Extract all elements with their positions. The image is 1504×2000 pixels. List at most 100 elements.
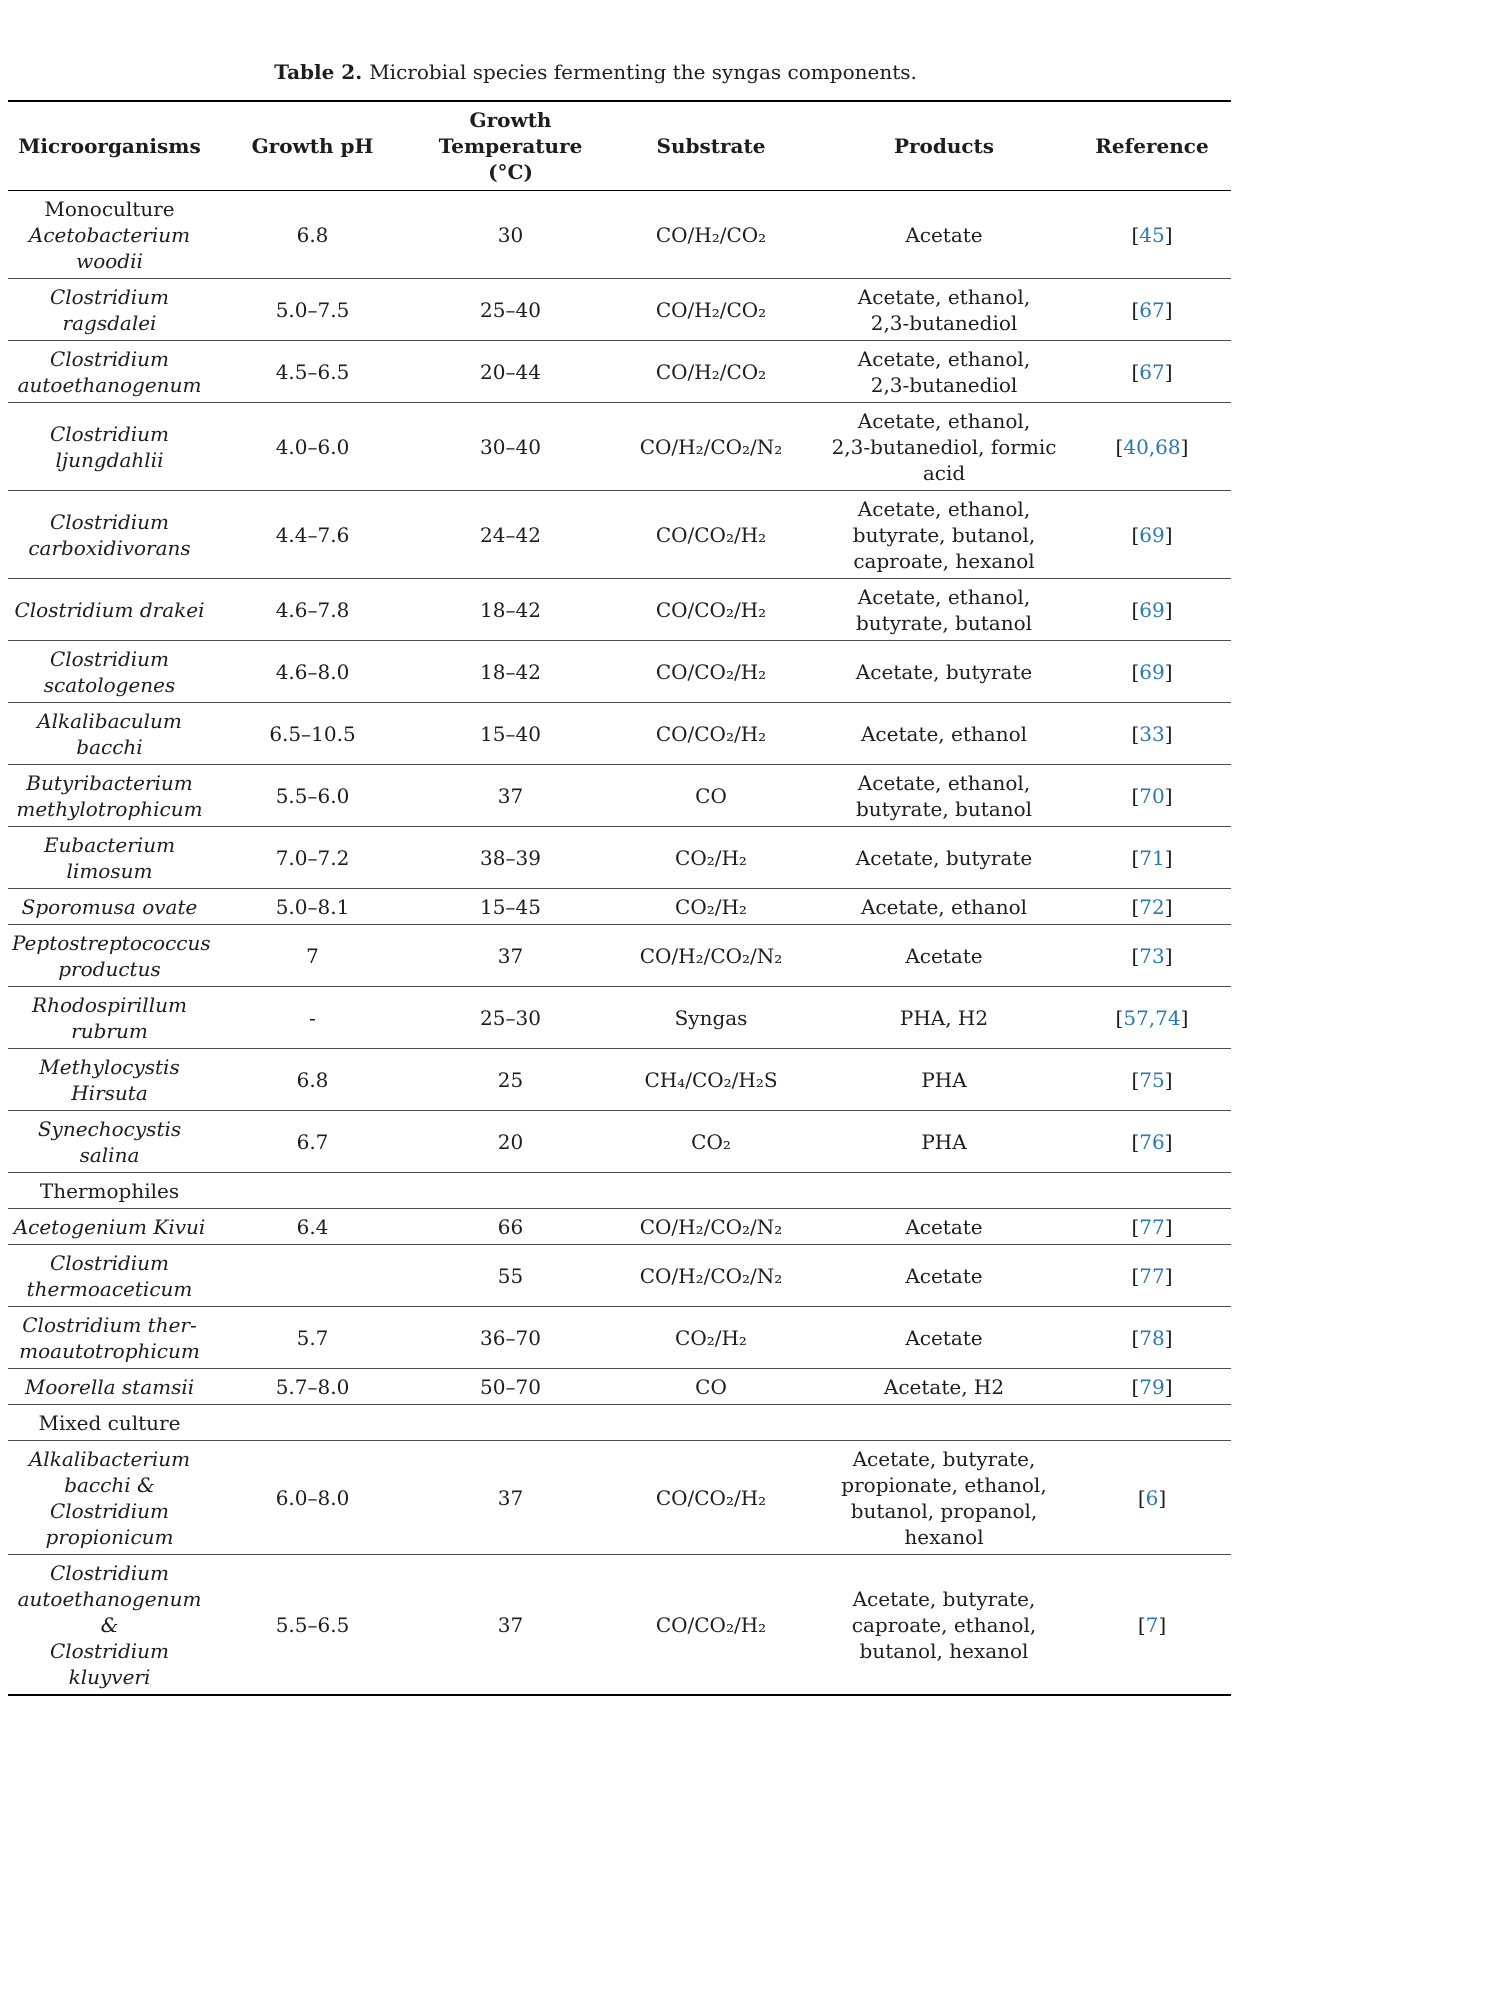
products-value: PHA, H2 [899,1006,989,1030]
reference-citation-link[interactable]: 70 [1139,784,1165,808]
empty-cell [1073,1173,1231,1209]
reference-cell: [45] [1073,191,1231,279]
products-value: Acetate [905,1215,983,1239]
table-row: Synechocystis salina 6.7 20 CO₂ PHA [76] [8,1111,1231,1173]
reference-citation-link[interactable]: 73 [1139,944,1165,968]
products-value: Acetate, ethanol [860,722,1028,746]
growth-temperature-value: 50–70 [480,1375,541,1399]
reference-citation-link[interactable]: 33 [1139,722,1165,746]
reference-citation-link[interactable]: 78 [1139,1326,1165,1350]
reference-cell: [69] [1073,641,1231,703]
reference-bracket-open: [ [1131,944,1140,968]
reference-cell: [75] [1073,1049,1231,1111]
growth-temperature-value: 25 [497,1068,524,1092]
table-row: Monoculture Acetobacterium woodii 6.8 30 CO/… [8,191,1231,279]
organism-name: Synechocystis salina [37,1117,182,1167]
reference-citation-link[interactable]: 40,68 [1123,435,1181,459]
growth-temperature-value: 38–39 [480,846,541,870]
column-header-reference: Reference [1095,134,1209,158]
reference-cell: [69] [1073,491,1231,579]
reference-bracket-close: ] [1158,1613,1167,1637]
products-value: Acetate, ethanol, 2,3-butanediol, formic… [831,409,1057,485]
empty-cell [414,1173,607,1209]
growth-ph-value: 6.7 [296,1130,329,1154]
reference-citation-link[interactable]: 69 [1139,660,1165,684]
organism-cell: Clostridium autoethanogenum [8,341,211,403]
growth-temperature-value: 18–42 [480,598,541,622]
products-value: Acetate, ethanol, butyrate, butanol [855,585,1033,635]
table-caption: Table 2. Microbial species fermenting the… [8,59,1183,85]
substrate-value: CO [695,784,727,808]
reference-citation-link[interactable]: 75 [1139,1068,1165,1092]
growth-ph-value: 6.4 [296,1215,329,1239]
growth-ph-value: 5.7 [296,1326,329,1350]
substrate-value: CO₂/H₂ [675,1326,747,1350]
reference-citation-link[interactable]: 76 [1139,1130,1165,1154]
organism-name: Acetogenium Kivui [13,1215,206,1239]
reference-citation-link[interactable]: 72 [1139,895,1165,919]
reference-citation-link[interactable]: 71 [1139,846,1165,870]
reference-cell: [76] [1073,1111,1231,1173]
reference-bracket-close: ] [1164,1130,1173,1154]
products-value: Acetate, butyrate, caproate, ethanol, bu… [851,1587,1037,1663]
growth-temperature-value: 37 [497,784,524,808]
organism-cell: Monoculture Acetobacterium woodii [8,191,211,279]
growth-ph-value: 6.0–8.0 [275,1486,350,1510]
table-row: Alkalibaculum bacchi 6.5–10.5 15–40 CO/CO₂/… [8,703,1231,765]
reference-citation-link[interactable]: 6 [1145,1486,1159,1510]
organism-name: Clostridium drakei [14,598,205,622]
reference-bracket-open: [ [1131,1215,1140,1239]
reference-citation-link[interactable]: 7 [1145,1613,1159,1637]
reference-cell: [78] [1073,1307,1231,1369]
column-header-substrate: Substrate [656,134,766,158]
reference-cell: [69] [1073,579,1231,641]
column-header-growth-ph: Growth pH [251,134,374,158]
substrate-value: CO/CO₂/H₂ [655,598,767,622]
table-body: Monoculture Acetobacterium woodii 6.8 30 CO/… [8,191,1231,1696]
organism-cell: Clostridium carboxidivorans [8,491,211,579]
microbial-species-table: Microorganisms Growth pH Growth Temperatur… [8,100,1231,1696]
reference-cell: [71] [1073,827,1231,889]
growth-ph-value: 5.7–8.0 [275,1375,350,1399]
growth-ph-value: 5.5–6.0 [275,784,350,808]
table-row: Clostridium carboxidivorans 4.4–7.6 24–42 C… [8,491,1231,579]
table-row: Clostridium drakei 4.6–7.8 18–42 CO/CO₂/H₂ A… [8,579,1231,641]
reference-citation-link[interactable]: 67 [1139,360,1165,384]
reference-bracket-open: [ [1115,1006,1124,1030]
reference-cell: [40,68] [1073,403,1231,491]
reference-citation-link[interactable]: 45 [1139,223,1165,247]
reference-bracket-close: ] [1164,846,1173,870]
reference-citation-link[interactable]: 57,74 [1123,1006,1181,1030]
reference-cell: [70] [1073,765,1231,827]
growth-ph-value: - [309,1006,316,1030]
substrate-value: CO/H₂/CO₂/N₂ [639,1264,783,1288]
section-row: Thermophiles [8,1173,1231,1209]
substrate-value: CO₂/H₂ [675,846,747,870]
reference-citation-link[interactable]: 77 [1139,1264,1165,1288]
reference-cell: [77] [1073,1245,1231,1307]
organism-name: Eubacterium limosum [43,833,176,883]
empty-cell [211,1173,414,1209]
section-label: Thermophiles [39,1179,180,1203]
organism-cell: Alkalibaculum bacchi [8,703,211,765]
reference-citation-link[interactable]: 77 [1139,1215,1165,1239]
growth-temperature-value: 25–40 [480,298,541,322]
empty-cell [1073,1405,1231,1441]
reference-citation-link[interactable]: 69 [1139,523,1165,547]
reference-citation-link[interactable]: 67 [1139,298,1165,322]
organism-name: Acetobacterium woodii [28,223,191,273]
reference-bracket-close: ] [1164,1068,1173,1092]
organism-name: Alkalibacterium bacchi & Clostridium pro… [28,1447,191,1549]
reference-bracket-open: [ [1137,1486,1146,1510]
substrate-value: Syngas [674,1006,748,1030]
growth-ph-value: 5.0–8.1 [275,895,350,919]
organism-name: Clostridium carboxidivorans [28,510,191,560]
growth-temperature-value: 24–42 [480,523,541,547]
growth-ph-value: 7.0–7.2 [275,846,350,870]
reference-citation-link[interactable]: 69 [1139,598,1165,622]
reference-citation-link[interactable]: 79 [1139,1375,1165,1399]
growth-ph-value: 5.5–6.5 [275,1613,350,1637]
growth-temperature-value: 15–40 [480,722,541,746]
table-row: Clostridium ther- moautotrophicum 5.7 36–7… [8,1307,1231,1369]
reference-bracket-open: [ [1131,1068,1140,1092]
